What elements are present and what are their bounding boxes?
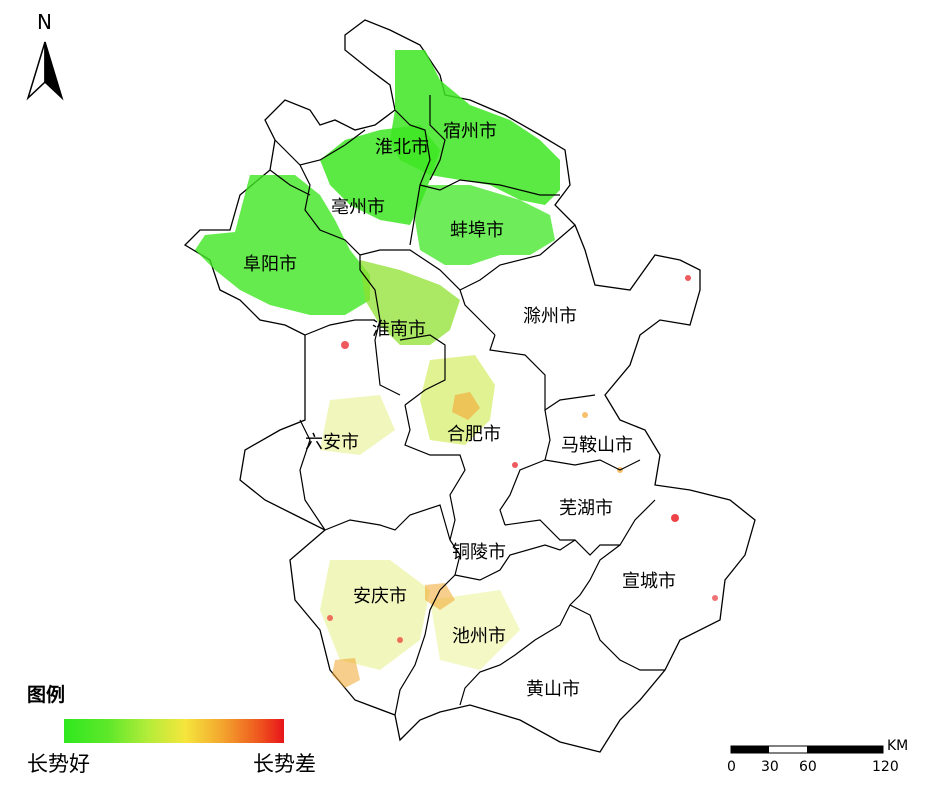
city-label-huangshan: 黄山市 [526,679,580,700]
city-labels: 淮北市 宿州市 亳州市 蚌埠市 阜阳市 淮南市 滁州市 六安市 合肥市 马鞍山市… [243,121,676,700]
city-boundaries [269,95,665,716]
scale-bar [730,745,884,754]
legend-high-label: 长势差 [253,752,316,776]
city-label-maanshan: 马鞍山市 [561,435,633,456]
legend-color-ramp [64,719,284,743]
city-label-bengbu: 蚌埠市 [450,220,504,241]
vegetation-index-layer [195,50,718,688]
legend-low-label: 长势好 [27,752,90,776]
legend-title: 图例 [27,684,66,706]
city-label-xuancheng: 宣城市 [622,571,676,592]
city-label-fuyang: 阜阳市 [243,254,297,275]
north-arrow-icon [26,41,64,101]
city-label-luan: 六安市 [305,432,359,453]
city-label-hefei: 合肥市 [447,424,501,445]
city-label-huaibei: 淮北市 [375,137,429,158]
city-label-bozhou: 亳州市 [331,197,385,218]
scale-tick-label: 0 [727,759,736,775]
city-label-suzhou: 宿州市 [443,121,497,142]
scale-tick-label: 60 [799,759,817,775]
north-label: N [37,10,52,34]
city-label-chuzhou: 滁州市 [523,306,577,327]
city-label-anqing: 安庆市 [353,586,407,607]
city-label-wuhu: 芜湖市 [559,498,613,519]
scale-unit-label: KM [887,738,909,754]
city-label-tongling: 铜陵市 [452,542,506,563]
city-label-chizhou: 池州市 [452,626,506,647]
scale-tick-label: 120 [872,759,899,775]
city-label-huainan: 淮南市 [372,319,426,340]
scale-tick-label: 30 [761,759,779,775]
